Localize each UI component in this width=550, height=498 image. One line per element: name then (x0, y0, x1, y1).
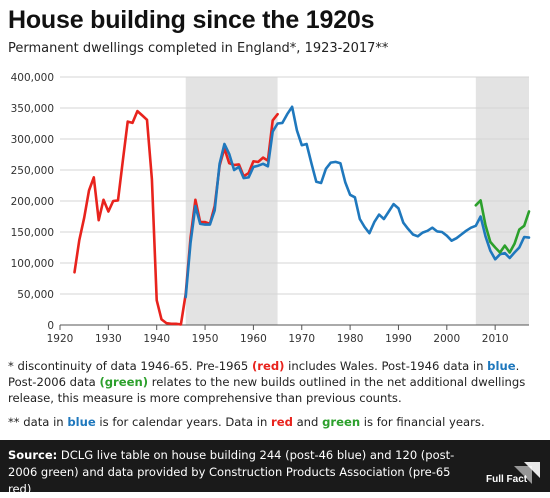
source-footer: Source: DCLG live table on house buildin… (0, 440, 550, 496)
y-tick-label: 50,000 (17, 289, 54, 301)
y-tick-label: 400,000 (11, 72, 54, 84)
note-discontinuity: * discontinuity of data 1946-65. Pre-196… (8, 358, 544, 406)
chart-title: House building since the 1920s (8, 6, 375, 34)
y-tick-label: 200,000 (11, 196, 54, 208)
y-tick-label: 350,000 (11, 103, 54, 115)
note-text: includes Wales. Post-1946 data in (284, 359, 488, 373)
note-blue-label: blue (487, 359, 516, 373)
y-tick-label: 0 (47, 320, 54, 332)
note-green-label: (green) (99, 375, 149, 389)
note-text: and (292, 415, 323, 429)
x-tick-label: 1960 (240, 333, 267, 345)
x-tick-label: 1990 (385, 333, 412, 345)
x-tick-label: 1940 (143, 333, 170, 345)
source-description: DCLG live table on house building 244 (p… (8, 448, 455, 496)
line-chart: 0 50,000 100,000 150,000 200,000 250,000 300,0… (11, 72, 531, 345)
y-tick-label: 250,000 (11, 165, 54, 177)
x-tick-label: 2000 (433, 333, 460, 345)
series-line-green (474, 199, 531, 254)
chart-notes: * discontinuity of data 1946-65. Pre-196… (8, 358, 544, 430)
full-fact-logo: Full Fact (486, 462, 540, 485)
x-tick-label: 2010 (482, 333, 509, 345)
note-text: is for financial years. (360, 415, 485, 429)
source-label: Source: (8, 448, 58, 462)
x-tick-label: 1950 (192, 333, 219, 345)
source-text: Source: DCLG live table on house buildin… (8, 447, 468, 498)
note-red-label: red (271, 415, 293, 429)
note-blue-label: blue (67, 415, 96, 429)
x-tick-label: 1970 (288, 333, 315, 345)
x-tick-label: 1920 (47, 333, 74, 345)
note-red-label: (red) (251, 359, 285, 373)
note-green-label: green (322, 415, 361, 429)
logo-wordmark: Full Fact (486, 474, 528, 485)
chart-subtitle: Permanent dwellings completed in England… (8, 41, 389, 56)
y-tick-label: 100,000 (11, 258, 54, 270)
series-line-blue (184, 105, 531, 299)
note-text: relates to the new builds outlined in th… (8, 375, 526, 405)
note-text: . Post-2006 data (8, 359, 520, 389)
x-tick-label: 1930 (95, 333, 122, 345)
note-text: ** data in (8, 415, 68, 429)
x-tick-label: 1980 (337, 333, 364, 345)
note-years: ** data in blue is for calendar years. D… (8, 414, 544, 430)
y-tick-label: 150,000 (11, 227, 54, 239)
note-text: * discontinuity of data 1946-65. Pre-196… (8, 359, 252, 373)
note-text: is for calendar years. Data in (95, 415, 271, 429)
y-tick-label: 300,000 (11, 134, 54, 146)
